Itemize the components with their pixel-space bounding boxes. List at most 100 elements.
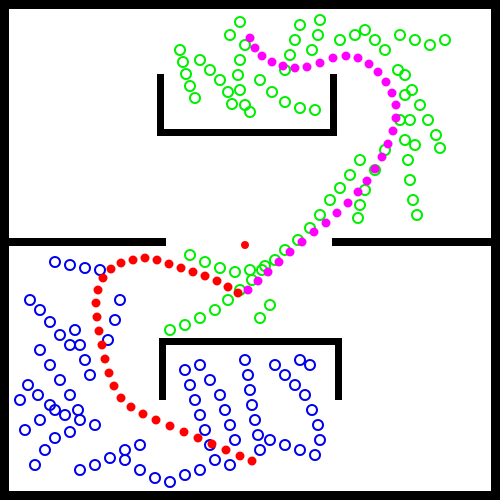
- trajectory-point: [267, 57, 277, 67]
- trajectory-point: [247, 456, 257, 466]
- trajectory-point: [391, 113, 401, 123]
- trajectory-point: [91, 298, 101, 308]
- trajectory-point: [314, 434, 326, 446]
- wall: [332, 238, 500, 246]
- trajectory-point: [229, 266, 241, 278]
- trajectory-point: [373, 67, 383, 77]
- trajectory-point: [188, 267, 198, 277]
- trajectory-point: [34, 344, 46, 356]
- trajectory-point: [399, 134, 411, 146]
- trajectory-point: [14, 394, 26, 406]
- wall: [159, 338, 342, 345]
- trajectory-point: [249, 414, 261, 426]
- trajectory-point: [354, 199, 366, 211]
- trajectory-point: [353, 53, 363, 63]
- trajectory-point: [64, 426, 76, 438]
- trajectory-point: [289, 379, 301, 391]
- trajectory-point: [242, 369, 254, 381]
- trajectory-point: [343, 198, 353, 208]
- trajectory-point: [383, 139, 393, 149]
- trajectory-point: [100, 354, 110, 364]
- trajectory-point: [214, 74, 226, 86]
- trajectory-point: [104, 452, 116, 464]
- trajectory-point: [184, 379, 196, 391]
- trajectory-point: [49, 432, 61, 444]
- trajectory-point: [341, 51, 351, 61]
- trajectory-point: [279, 96, 291, 108]
- trajectory-point: [243, 285, 253, 295]
- trajectory-point: [244, 106, 256, 118]
- trajectory-point: [289, 34, 301, 46]
- trajectory-point: [253, 276, 263, 286]
- trajectory-point: [116, 393, 126, 403]
- trajectory-point: [102, 334, 114, 346]
- trajectory-point: [39, 444, 51, 456]
- trajectory-point: [234, 16, 246, 28]
- trajectory-point: [254, 74, 266, 86]
- trajectory-point: [214, 262, 226, 274]
- trajectory-point: [180, 68, 192, 80]
- trajectory-point: [362, 176, 372, 186]
- wall: [0, 491, 500, 500]
- trajectory-point: [334, 34, 346, 46]
- trajectory-point: [54, 374, 66, 386]
- trajectory-point: [321, 218, 331, 228]
- trajectory-point: [212, 276, 222, 286]
- trajectory-point: [377, 152, 387, 162]
- trajectory-point: [149, 472, 161, 484]
- trajectory-point: [44, 359, 56, 371]
- trajectory-point: [207, 439, 217, 449]
- trajectory-point: [222, 294, 234, 306]
- trajectory-point: [79, 262, 91, 274]
- trajectory-point: [359, 24, 371, 36]
- trajectory-point: [64, 389, 76, 401]
- trajectory-point: [184, 249, 196, 261]
- trajectory-point: [294, 19, 306, 31]
- trajectory-point: [246, 399, 258, 411]
- trajectory-point: [176, 263, 186, 273]
- wall: [335, 338, 342, 400]
- trajectory-point: [219, 404, 231, 416]
- trajectory-point: [179, 319, 191, 331]
- trajectory-point: [234, 54, 246, 66]
- trajectory-point: [315, 58, 325, 68]
- trajectory-point: [193, 433, 203, 443]
- trajectory-point: [394, 29, 406, 41]
- wall: [491, 0, 500, 500]
- trajectory-point: [424, 39, 436, 51]
- trajectory-point: [59, 409, 71, 421]
- trajectory-point: [128, 255, 138, 265]
- trajectory-point: [353, 187, 363, 197]
- trajectory-point: [344, 169, 356, 181]
- trajectory-point: [309, 227, 319, 237]
- trajectory-point: [134, 439, 146, 451]
- trajectory-point: [312, 419, 324, 431]
- trajectory-point: [294, 444, 306, 456]
- trajectory-point: [387, 88, 397, 98]
- wall: [0, 238, 166, 246]
- trajectory-point: [245, 33, 255, 43]
- trajectory-point: [204, 64, 216, 76]
- trajectory-point: [407, 194, 419, 206]
- wall: [0, 0, 500, 9]
- trajectory-point: [114, 294, 126, 306]
- trajectory-point: [224, 459, 236, 471]
- trajectory-point: [306, 404, 318, 416]
- trajectory-point: [200, 271, 210, 281]
- trajectory-point: [224, 29, 236, 41]
- trajectory-point: [165, 421, 175, 431]
- trajectory-point: [54, 329, 66, 341]
- trajectory-point: [189, 92, 201, 104]
- trajectory-point: [64, 259, 76, 271]
- trajectory-point: [116, 258, 126, 268]
- trajectory-point: [381, 77, 391, 87]
- trajectory-point: [309, 104, 321, 116]
- trajectory-point: [126, 402, 136, 412]
- trajectory-point: [106, 264, 116, 274]
- trajectory-point: [174, 44, 186, 56]
- trajectory-point: [263, 267, 273, 277]
- trajectory-point: [252, 429, 264, 441]
- trajectory-point: [414, 99, 426, 111]
- trajectory-point: [284, 49, 296, 61]
